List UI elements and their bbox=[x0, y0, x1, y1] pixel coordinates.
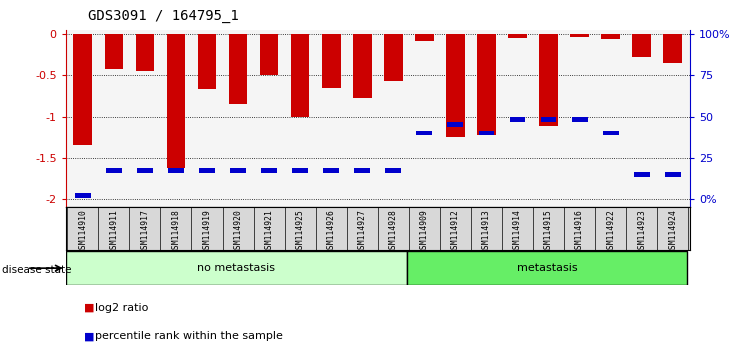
Bar bbox=[168, 169, 184, 173]
Bar bbox=[323, 169, 339, 173]
Text: GSM114924: GSM114924 bbox=[668, 209, 677, 253]
Bar bbox=[632, 34, 651, 57]
Bar bbox=[322, 34, 340, 88]
Bar bbox=[541, 118, 556, 122]
Bar bbox=[66, 251, 407, 285]
Bar bbox=[477, 34, 496, 135]
Text: GSM114914: GSM114914 bbox=[513, 209, 522, 253]
Text: GSM114926: GSM114926 bbox=[327, 209, 336, 253]
Text: log2 ratio: log2 ratio bbox=[95, 303, 148, 313]
Text: no metastasis: no metastasis bbox=[198, 263, 275, 273]
Text: GSM114922: GSM114922 bbox=[606, 209, 615, 253]
Bar bbox=[137, 169, 153, 173]
Text: GDS3091 / 164795_1: GDS3091 / 164795_1 bbox=[88, 9, 239, 23]
Bar bbox=[166, 34, 185, 169]
Text: GSM114909: GSM114909 bbox=[420, 209, 429, 253]
Bar bbox=[602, 34, 620, 39]
Bar bbox=[104, 34, 123, 69]
Text: GSM114928: GSM114928 bbox=[389, 209, 398, 253]
Bar bbox=[260, 34, 278, 75]
Bar bbox=[664, 34, 682, 63]
Bar bbox=[74, 34, 92, 145]
Bar bbox=[446, 34, 465, 137]
Text: GSM114927: GSM114927 bbox=[358, 209, 366, 253]
Bar bbox=[415, 34, 434, 41]
Bar bbox=[479, 131, 494, 136]
Bar bbox=[291, 34, 310, 116]
Bar bbox=[416, 131, 432, 136]
Bar bbox=[539, 34, 558, 126]
Bar bbox=[353, 34, 372, 98]
Bar bbox=[407, 251, 687, 285]
Bar bbox=[508, 34, 527, 38]
Text: GSM114915: GSM114915 bbox=[544, 209, 553, 253]
Text: GSM114911: GSM114911 bbox=[110, 209, 118, 253]
Bar bbox=[198, 34, 216, 89]
Text: GSM114913: GSM114913 bbox=[482, 209, 491, 253]
Bar bbox=[292, 169, 308, 173]
Text: metastasis: metastasis bbox=[517, 263, 577, 273]
Text: GSM114917: GSM114917 bbox=[140, 209, 150, 253]
Text: disease state: disease state bbox=[2, 265, 72, 275]
Bar bbox=[634, 172, 650, 177]
Text: GSM114912: GSM114912 bbox=[451, 209, 460, 253]
Bar bbox=[354, 169, 370, 173]
Bar bbox=[510, 118, 526, 122]
Text: GSM114920: GSM114920 bbox=[234, 209, 242, 253]
Text: GSM114923: GSM114923 bbox=[637, 209, 646, 253]
Text: GSM114921: GSM114921 bbox=[264, 209, 274, 253]
Bar bbox=[572, 118, 588, 122]
Bar bbox=[75, 193, 91, 198]
Text: GSM114916: GSM114916 bbox=[575, 209, 584, 253]
Text: GSM114910: GSM114910 bbox=[78, 209, 88, 253]
Bar bbox=[106, 169, 122, 173]
Bar bbox=[447, 122, 464, 127]
Text: GSM114918: GSM114918 bbox=[172, 209, 180, 253]
Bar bbox=[230, 169, 246, 173]
Bar bbox=[570, 34, 589, 37]
Bar bbox=[603, 131, 618, 136]
Bar bbox=[199, 169, 215, 173]
Text: GSM114919: GSM114919 bbox=[202, 209, 212, 253]
Text: percentile rank within the sample: percentile rank within the sample bbox=[95, 331, 283, 341]
Text: ■: ■ bbox=[84, 331, 94, 341]
Bar bbox=[384, 34, 403, 81]
Bar bbox=[385, 169, 402, 173]
Bar bbox=[228, 34, 247, 104]
Bar bbox=[261, 169, 277, 173]
Text: GSM114925: GSM114925 bbox=[296, 209, 304, 253]
Text: ■: ■ bbox=[84, 303, 94, 313]
Bar bbox=[136, 34, 154, 71]
Bar bbox=[665, 172, 680, 177]
